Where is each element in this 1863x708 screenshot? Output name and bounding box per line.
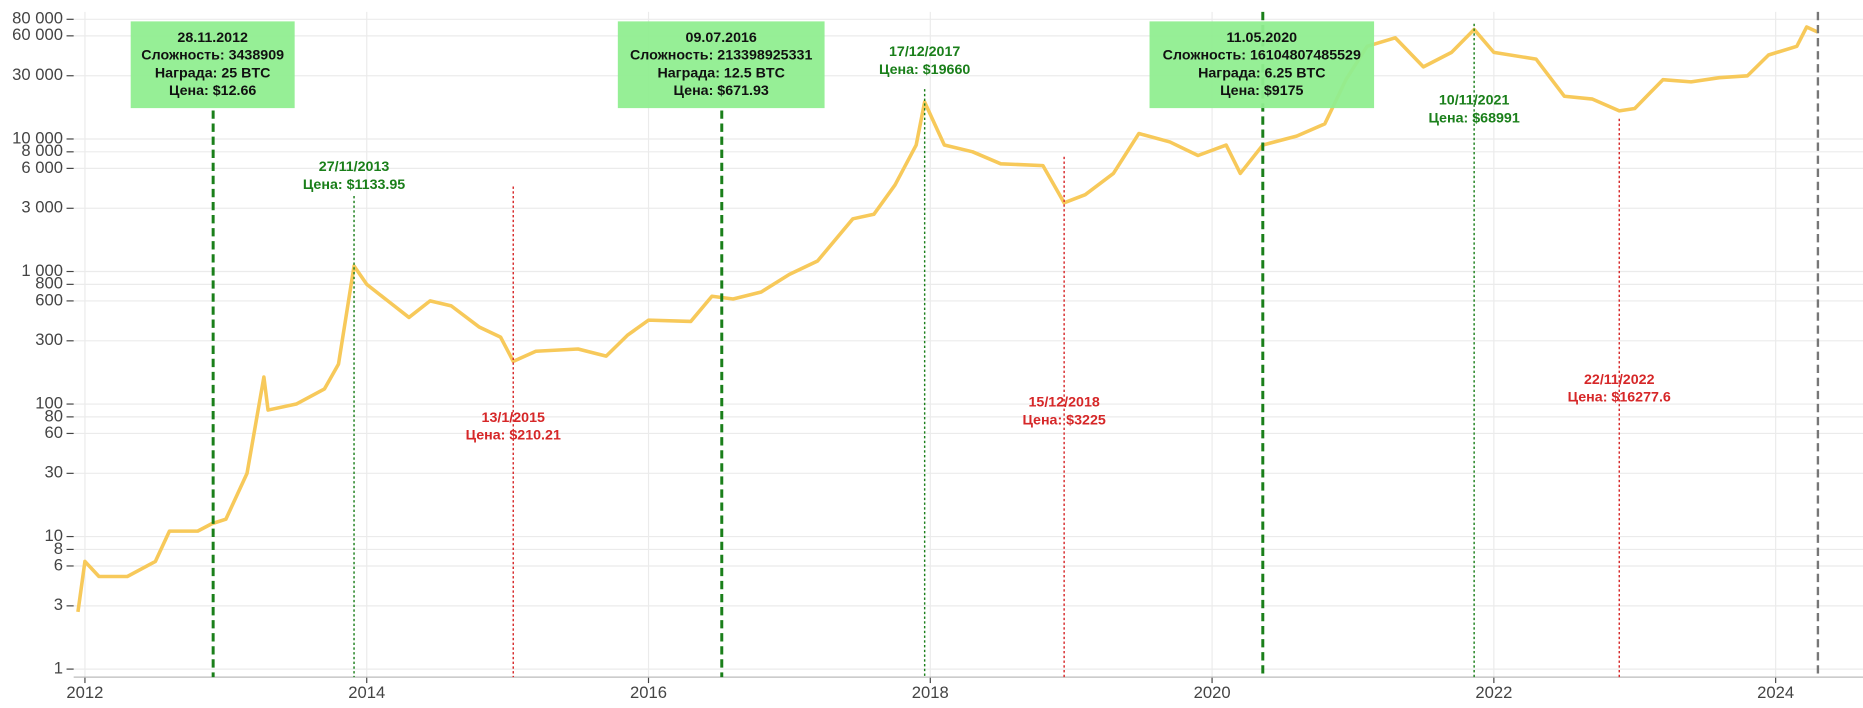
halving-text: 11.05.2020	[1227, 30, 1298, 46]
extreme-label: Цена: $1133.95	[303, 177, 405, 193]
y-tick-label: 3 000	[21, 198, 63, 217]
x-tick-label: 2022	[1475, 683, 1512, 702]
y-tick-label: 8	[54, 539, 63, 558]
y-tick-label: 300	[35, 330, 63, 349]
y-tick-label: 1	[54, 658, 63, 677]
y-tick-label: 80 000	[12, 9, 63, 28]
extreme-label: 22/11/2022	[1584, 372, 1655, 388]
x-tick-label: 2024	[1757, 683, 1794, 702]
y-tick-label: 30 000	[12, 65, 63, 84]
y-tick-label: 30	[44, 463, 63, 482]
halving-text: 28.11.2012	[177, 30, 248, 46]
y-tick-label: 1 000	[21, 261, 63, 280]
extreme-label: 27/11/2013	[319, 159, 390, 175]
halving-text: Цена: $671.93	[674, 83, 769, 99]
extreme-label: Цена: $19660	[879, 62, 970, 78]
halving-text: Награда: 25 BTC	[155, 65, 271, 81]
y-tick-label: 60 000	[12, 25, 63, 44]
halving-text: Награда: 6.25 BTC	[1198, 65, 1325, 81]
y-tick-label: 600	[35, 290, 63, 309]
extreme-label: 15/12/2018	[1028, 394, 1099, 410]
extreme-label: Цена: $210.21	[466, 428, 561, 444]
halving-box	[1149, 21, 1375, 109]
y-tick-label: 6	[54, 555, 63, 574]
halving-box	[617, 21, 825, 109]
y-tick-label: 8 000	[21, 141, 63, 160]
halving-text: Цена: $9175	[1220, 83, 1303, 99]
halving-text: Сложность: 213398925331	[630, 48, 812, 64]
y-tick-label: 80	[44, 406, 63, 425]
halving-text: Цена: $12.66	[169, 83, 256, 99]
extreme-label: 17/12/2017	[889, 44, 960, 60]
extreme-label: Цена: $3225	[1022, 412, 1105, 428]
y-tick-label: 800	[35, 274, 63, 293]
y-tick-label: 10 000	[12, 128, 63, 147]
price-line	[76, 25, 1819, 613]
extreme-label: 13/1/2015	[482, 410, 545, 426]
extreme-label: Цена: $68991	[1428, 111, 1519, 127]
extreme-label: Цена: $16277.6	[1568, 390, 1671, 406]
y-tick-label: 10	[44, 526, 63, 545]
halving-text: Сложность: 3438909	[141, 48, 284, 64]
halving-text: Награда: 12.5 BTC	[657, 65, 784, 81]
halving-text: 09.07.2016	[686, 30, 757, 46]
y-tick-label: 100	[35, 393, 63, 412]
x-tick-label: 2018	[912, 683, 949, 702]
x-tick-label: 2016	[630, 683, 667, 702]
x-tick-label: 2012	[66, 683, 103, 702]
x-tick-label: 2014	[348, 683, 385, 702]
extreme-label: 10/11/2021	[1439, 93, 1510, 109]
x-tick-label: 2020	[1194, 683, 1231, 702]
y-tick-label: 6 000	[21, 158, 63, 177]
halving-box	[130, 21, 295, 109]
halving-text: Сложность: 16104807485529	[1163, 48, 1361, 64]
y-tick-label: 60	[44, 423, 63, 442]
y-tick-label: 3	[54, 595, 63, 614]
